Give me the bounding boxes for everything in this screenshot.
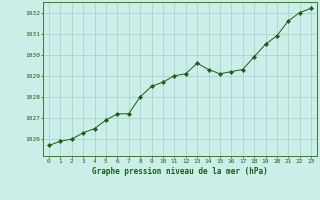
X-axis label: Graphe pression niveau de la mer (hPa): Graphe pression niveau de la mer (hPa) bbox=[92, 167, 268, 176]
